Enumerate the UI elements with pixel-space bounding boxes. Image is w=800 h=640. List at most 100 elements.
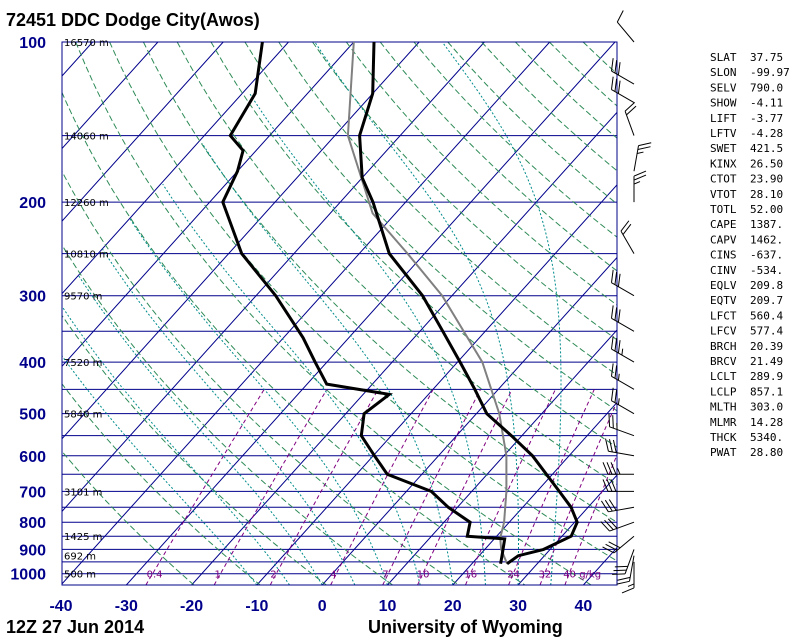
dry-adiabat xyxy=(109,42,617,562)
height-label: 1425 m xyxy=(64,532,102,543)
dry-adiabat xyxy=(62,170,460,585)
isotherm-line xyxy=(452,401,617,585)
index-label: THCK xyxy=(710,431,737,444)
index-label: LIFT xyxy=(710,112,737,125)
dry-adiabat xyxy=(62,383,261,585)
moist-adiabat xyxy=(249,93,486,585)
index-value: 1462. xyxy=(750,233,783,246)
wind-barb xyxy=(612,549,635,575)
index-value: -637. xyxy=(750,249,783,262)
isotherm-line xyxy=(62,42,551,585)
wind-barb xyxy=(610,58,635,85)
index-value: -4.28 xyxy=(750,127,783,140)
height-label: 7520 m xyxy=(64,358,102,369)
mixing-ratio-label: 2 xyxy=(270,570,276,581)
pressure-tick-label: 900 xyxy=(19,542,46,559)
index-value: 28.10 xyxy=(750,188,783,201)
isotherm-line xyxy=(256,184,617,585)
temperature-tick-label: 10 xyxy=(379,598,397,615)
mixing-ratio-label: 4 xyxy=(330,570,336,581)
wind-barb xyxy=(610,305,635,332)
isotherm-line xyxy=(125,42,616,585)
height-labels: 16570 m 14060 m 12260 m 10810 m 9570 m 7520 m… xyxy=(64,38,109,581)
index-label: VTOT xyxy=(710,188,737,201)
mixing-ratio-line xyxy=(508,389,595,585)
moist-adiabat xyxy=(162,183,421,585)
isotherm-line xyxy=(517,474,617,585)
index-label: MLTH xyxy=(710,401,737,414)
index-label: MLMR xyxy=(710,416,737,429)
height-label: 10810 m xyxy=(64,250,109,261)
index-value: 28.80 xyxy=(750,446,783,459)
index-label: BRCV xyxy=(710,355,737,368)
mixing-ratio-line xyxy=(145,389,265,585)
mixing-ratio-label: 32 xyxy=(539,570,552,581)
wind-barb xyxy=(600,499,635,513)
dry-adiabat xyxy=(62,91,526,585)
dry-adiabat xyxy=(75,42,592,585)
wind-barb xyxy=(602,535,635,554)
mixing-ratio-label: 1 xyxy=(215,570,221,581)
index-value: 37.75 xyxy=(750,51,783,64)
wind-barb xyxy=(633,142,652,172)
wind-barb xyxy=(616,555,635,585)
index-value: 20.39 xyxy=(750,340,783,353)
wind-barb xyxy=(602,479,634,492)
mixing-ratio-label: 10 xyxy=(417,570,430,581)
index-value: 790.0 xyxy=(750,81,783,94)
mixing-ratio-line xyxy=(382,389,482,585)
height-label: 3101 m xyxy=(64,487,102,498)
height-label: 16570 m xyxy=(64,38,109,49)
index-value: 1387. xyxy=(750,218,783,231)
index-value: -99.97 xyxy=(750,66,790,79)
plot-frame xyxy=(61,41,618,586)
height-label: 12260 m xyxy=(64,198,109,209)
chart-title: 72451 DDC Dodge City(Awos) xyxy=(6,10,260,30)
isotherm-line xyxy=(191,111,617,585)
index-label: TOTL xyxy=(710,203,737,216)
pressure-axis: 100 200 300 400 500 600 700 800 900 1000 xyxy=(10,35,46,584)
index-label: SLAT xyxy=(710,51,737,64)
wind-barb xyxy=(624,101,637,136)
index-label: CTOT xyxy=(710,173,737,186)
index-value: 421.5 xyxy=(750,142,783,155)
pressure-tick-label: 1000 xyxy=(10,567,46,584)
isotherm-line xyxy=(0,42,27,585)
temperature-tick-label: -40 xyxy=(49,598,72,615)
index-label: KINX xyxy=(710,157,737,170)
mixing-ratio-line xyxy=(330,389,434,585)
wind-barbs xyxy=(600,10,652,594)
moist-adiabat xyxy=(441,42,562,585)
dry-adiabat xyxy=(62,244,393,585)
moist-adiabat xyxy=(129,218,388,585)
temperature-tick-label: 20 xyxy=(444,598,462,615)
index-label: SHOW xyxy=(710,97,737,110)
height-label: 5840 m xyxy=(64,410,102,421)
index-label: BRCH xyxy=(710,340,737,353)
mixing-ratio-line xyxy=(539,400,617,585)
mixing-ratio-line xyxy=(417,389,513,585)
source-label: University of Wyoming xyxy=(368,617,563,637)
wind-barb xyxy=(616,10,635,43)
index-label: EQLV xyxy=(710,279,737,292)
index-value: 857.1 xyxy=(750,385,783,398)
mixing-ratio-line xyxy=(564,453,617,585)
observation-time: 12Z 27 Jun 2014 xyxy=(6,617,144,637)
index-value: 209.8 xyxy=(750,279,783,292)
index-value: 21.49 xyxy=(750,355,783,368)
wind-barb xyxy=(633,170,647,203)
moist-adiabat xyxy=(201,142,454,585)
wind-barb xyxy=(610,363,635,390)
height-label: 14060 m xyxy=(64,132,109,143)
isotherm-line xyxy=(62,42,93,77)
height-label: 692 m xyxy=(64,552,96,563)
index-label: SWET xyxy=(710,142,737,155)
isotherm-line xyxy=(62,42,485,513)
pressure-tick-label: 200 xyxy=(19,195,46,212)
index-label: SELV xyxy=(710,81,737,94)
dry-adiabat xyxy=(62,450,195,585)
wind-barb xyxy=(610,76,635,104)
temperature-tick-label: 0 xyxy=(318,598,327,615)
wind-barb xyxy=(610,387,635,415)
